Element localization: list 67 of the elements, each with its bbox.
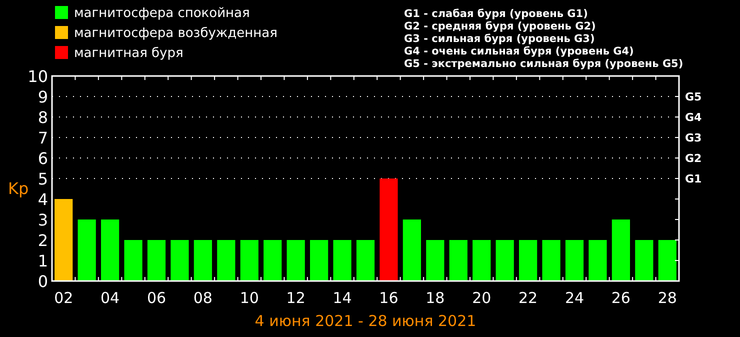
bar <box>612 220 630 281</box>
y-tick-label: 2 <box>38 231 48 250</box>
bar <box>496 240 514 281</box>
bar <box>147 240 166 281</box>
x-tick-label: 26 <box>611 289 630 307</box>
bar <box>194 240 212 281</box>
bar <box>101 220 120 281</box>
y-tick-label: 0 <box>38 272 48 291</box>
ref-line-label: G3 <box>685 132 702 144</box>
y-tick-label: 10 <box>28 67 48 86</box>
bar <box>380 178 398 281</box>
x-tick-label: 08 <box>193 289 212 307</box>
bar <box>426 240 444 281</box>
x-axis-title: 4 июня 2021 - 28 июня 2021 <box>254 312 476 330</box>
bar <box>519 240 538 281</box>
x-tick-label: 28 <box>658 289 677 307</box>
bar <box>588 240 607 281</box>
text: G3 - сильная буря (уровень G3) <box>404 33 595 45</box>
bar <box>356 240 375 281</box>
bar <box>170 240 189 281</box>
x-tick-label: 24 <box>564 289 584 307</box>
bar <box>565 240 584 281</box>
y-tick-label: 9 <box>38 88 48 106</box>
text: G2 - средняя буря (уровень G2) <box>404 20 596 32</box>
ref-line-label: G2 <box>685 152 702 165</box>
bar <box>54 199 73 281</box>
bar <box>78 220 96 281</box>
bar <box>310 240 328 281</box>
bar <box>542 240 560 281</box>
bar <box>658 240 676 281</box>
y-tick-label: 7 <box>38 128 48 148</box>
x-tick-label: 20 <box>472 289 492 307</box>
bar <box>240 240 258 281</box>
x-tick-label: 06 <box>146 289 166 307</box>
bar <box>449 240 468 281</box>
y-axis-title: Kp <box>8 178 29 198</box>
ref-line-label: G4 <box>685 111 702 124</box>
ref-line-label: G1 <box>685 172 702 186</box>
text: G1 - слабая буря (уровень G1) <box>404 8 588 20</box>
bar <box>124 240 142 281</box>
y-tick-label: 8 <box>38 108 48 127</box>
y-tick-label: 3 <box>38 210 48 230</box>
x-tick-label: 04 <box>100 289 120 307</box>
bar <box>402 220 421 281</box>
bar <box>264 240 282 281</box>
x-tick-label: 10 <box>240 289 259 307</box>
x-tick-label: 12 <box>286 289 306 307</box>
legend-label: магнитосфера возбужденная <box>74 26 278 41</box>
bar <box>286 240 305 281</box>
y-tick-label: 5 <box>38 170 48 188</box>
y-tick-label: 6 <box>38 149 48 168</box>
ref-line-label: G5 <box>685 90 702 104</box>
x-tick-label: 16 <box>379 289 398 307</box>
x-tick-label: 18 <box>426 289 445 307</box>
text: G5 - экстремально сильная буря (уровень G5) <box>404 58 684 70</box>
bar <box>333 240 352 281</box>
x-tick-label: 22 <box>518 289 538 307</box>
legend-label: магнитосфера спокойная <box>74 6 250 21</box>
x-tick-label: 02 <box>54 289 74 307</box>
bar <box>217 240 236 281</box>
text: G4 - очень сильная буря (уровень G4) <box>404 46 634 58</box>
legend-label: магнитная буря <box>74 46 184 61</box>
y-tick-label: 1 <box>38 252 48 270</box>
y-tick-label: 4 <box>38 190 48 209</box>
bar <box>472 240 491 281</box>
x-tick-label: 14 <box>332 289 352 307</box>
bar <box>635 240 654 281</box>
